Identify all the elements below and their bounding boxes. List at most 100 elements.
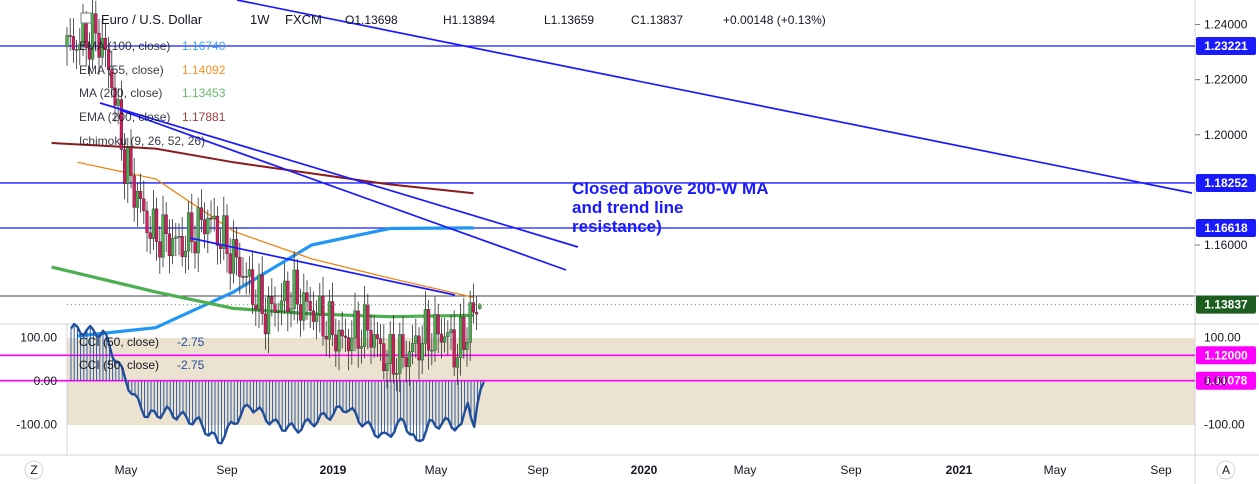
candle-body (154, 208, 159, 242)
price-tick-label: 1.20000 (1204, 128, 1248, 142)
candle-body (337, 329, 341, 352)
candle-body (353, 310, 357, 339)
candle-body (279, 300, 283, 312)
candle-body (443, 336, 447, 343)
ema-200-line[interactable] (51, 142, 474, 195)
candle-body (170, 238, 175, 257)
candle-body (459, 316, 463, 358)
indicator-label[interactable]: EMA (200, close) (79, 110, 170, 124)
candle-body (209, 217, 213, 220)
candle-body (161, 214, 165, 258)
ema-55-line[interactable] (77, 161, 474, 298)
candle-body (292, 269, 296, 309)
candle-body (260, 274, 264, 315)
price-tag (1196, 37, 1256, 55)
candle-body (151, 208, 155, 239)
cci-legend-value: -2.75 (177, 358, 205, 372)
price-tick-label: 1.24000 (1204, 18, 1248, 32)
trend-line[interactable] (236, 0, 1193, 194)
candle-body (439, 333, 443, 343)
candle-body (129, 147, 133, 176)
candle-body (382, 343, 386, 371)
ema-100-line[interactable] (77, 226, 474, 338)
candle-body (100, 37, 104, 58)
candle-body (350, 337, 354, 352)
zoom-button[interactable] (24, 460, 44, 480)
candle-body (238, 256, 242, 277)
cci-legend-label[interactable]: CCI (50, close) (79, 335, 159, 349)
candle-body (65, 35, 69, 47)
time-axis-label: 2019 (320, 463, 347, 477)
cci-series (70, 322, 485, 445)
candle-body (225, 215, 229, 254)
indicator-label[interactable]: Ichimoku (9, 26, 52, 26) (79, 134, 205, 148)
candle-body (167, 233, 171, 257)
candle-body (356, 310, 360, 349)
candle-body (475, 312, 479, 315)
indicator-legend: EMA (100, close) 1.16740 EMA (55, close)… (79, 39, 226, 148)
cci-legend-label[interactable]: CCI (50, close) (79, 358, 159, 372)
time-axis-label: May (425, 463, 448, 477)
candle-body (321, 295, 325, 337)
cci-line[interactable] (70, 322, 485, 445)
candle-body (103, 37, 107, 50)
candle-body (90, 13, 95, 60)
candle-body (267, 296, 271, 335)
trend-line[interactable] (119, 109, 567, 271)
trend-line[interactable] (99, 102, 579, 248)
candle-body (471, 302, 475, 313)
candle-body (359, 346, 363, 349)
indicator-value: 1.17881 (182, 110, 226, 124)
time-axis-label: Sep (527, 463, 549, 477)
indicator-label[interactable]: MA (200, close) (79, 86, 162, 100)
price-tag-label: 1.12000 (1204, 348, 1248, 362)
candle-body (343, 335, 347, 338)
price-tick-label: 1.22000 (1204, 73, 1248, 87)
candle-body (398, 334, 402, 374)
auto-scale-button[interactable] (1216, 460, 1236, 480)
candle-body (241, 276, 245, 278)
header-low: L1.13659 (544, 13, 594, 27)
candle-body (331, 301, 335, 336)
candle-body (478, 304, 482, 309)
annotation-line: Closed above 200-W MA (572, 179, 769, 198)
candle-body (250, 269, 255, 305)
candle-body (180, 236, 184, 257)
cci-legend-value: -2.75 (177, 335, 205, 349)
candle-body (401, 334, 405, 358)
candle-body (263, 313, 267, 335)
indicator-value: 1.14092 (182, 63, 226, 77)
candle-body (199, 207, 203, 220)
candle-body (257, 274, 261, 310)
candle-body (196, 207, 200, 254)
candle-body (183, 250, 187, 257)
candle-body (446, 332, 450, 338)
symbol-checkbox[interactable] (80, 12, 92, 24)
candle-body (119, 99, 123, 150)
header-interval[interactable]: 1W (250, 12, 270, 27)
annotation-line: resistance) (572, 217, 662, 236)
candle-body (247, 269, 251, 277)
indicator-label[interactable]: EMA (55, close) (79, 63, 164, 77)
candle-body (110, 69, 114, 89)
trend-line[interactable] (189, 237, 456, 296)
header-symbol[interactable]: Euro / U.S. Dollar (101, 12, 203, 27)
candle-body (295, 269, 299, 305)
candle-body (414, 335, 418, 344)
candle-body (340, 329, 344, 337)
header-open: O1.13698 (345, 13, 398, 27)
candle-body (379, 338, 383, 344)
price-tag (1196, 371, 1256, 390)
candle-body (177, 236, 181, 238)
candle-body (276, 311, 280, 313)
candle-body (462, 316, 466, 350)
candle-body (87, 47, 91, 60)
candle-body (218, 245, 223, 249)
cci-tick-label-right: -100.00 (1204, 418, 1245, 432)
price-tag-label: 1.16618 (1204, 221, 1248, 235)
candle-body (436, 314, 440, 335)
indicator-label[interactable]: EMA (100, close) (79, 39, 170, 53)
candle-body (68, 35, 72, 37)
candle-body (452, 329, 456, 368)
ma-200-line[interactable] (51, 265, 474, 319)
